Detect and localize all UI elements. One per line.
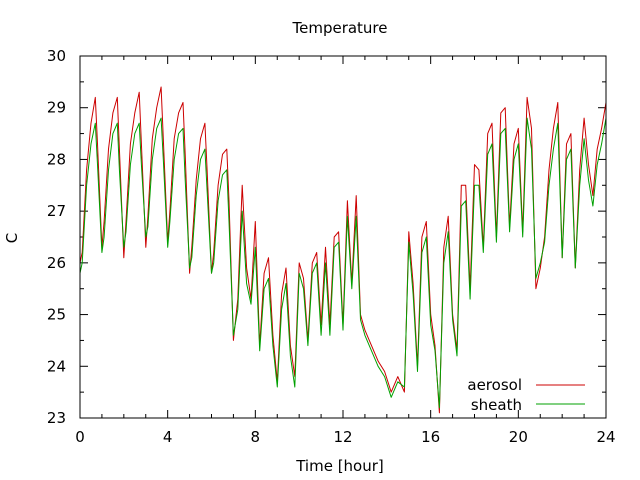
x-tick-label: 8: [251, 428, 261, 446]
legend: aerosol sheath: [467, 376, 585, 414]
x-tick-label: 24: [596, 428, 615, 446]
ticks-layer: 0 4 8 12 16 20 24 23 24 25 26 27 28 29 30: [47, 47, 616, 446]
y-tick-label: 23: [47, 409, 66, 427]
x-tick-label: 12: [333, 428, 352, 446]
y-tick-label: 29: [47, 99, 66, 117]
x-axis-label: Time [hour]: [295, 457, 384, 475]
y-axis-label: C: [3, 233, 21, 243]
x-tick-label: 0: [75, 428, 85, 446]
y-tick-label: 27: [47, 202, 66, 220]
y-tick-label: 28: [47, 150, 66, 168]
series-line-aerosol: [79, 86, 607, 414]
chart-title: Temperature: [291, 19, 387, 37]
y-tick-label: 26: [47, 254, 66, 272]
y-tick-label: 24: [47, 357, 66, 375]
series-line-sheath: [79, 117, 607, 409]
legend-label-sheath: sheath: [471, 396, 522, 414]
y-tick-label: 30: [47, 47, 66, 65]
x-tick-label: 16: [421, 428, 440, 446]
legend-label-aerosol: aerosol: [467, 376, 522, 394]
x-tick-label: 4: [163, 428, 173, 446]
x-tick-label: 20: [509, 428, 528, 446]
plot-frame: [79, 55, 607, 419]
y-tick-label: 25: [47, 306, 66, 324]
series-layer: [79, 86, 607, 414]
